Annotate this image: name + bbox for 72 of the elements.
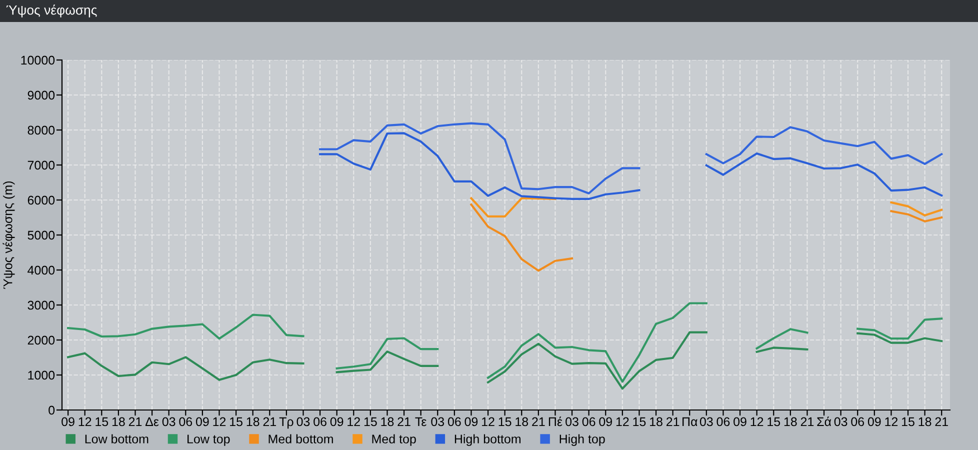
y-tick-label: 2000 xyxy=(28,336,55,345)
x-tick-label: Σά xyxy=(817,416,832,426)
x-tick-label: Πα xyxy=(682,417,698,426)
y-tick-label: 1000 xyxy=(28,370,55,380)
y-axis-title: Ύψος νέφωσης (m) xyxy=(2,181,15,289)
x-tick-label: Δε xyxy=(145,417,159,426)
x-tick-label: 21 xyxy=(128,417,142,426)
x-tick-label: 15 xyxy=(633,417,646,426)
y-tick-label: 7000 xyxy=(28,160,55,170)
x-tick-label: 03 xyxy=(566,417,578,426)
x-tick-label: 12 xyxy=(616,417,629,426)
x-tick-label: 06 xyxy=(448,417,461,426)
x-tick-label: 09 xyxy=(196,417,209,426)
x-tick-label: Πέ xyxy=(548,416,562,426)
x-tick-label: Τε xyxy=(415,417,427,426)
x-tick-label: 09 xyxy=(599,417,612,426)
x-tick-label: 18 xyxy=(784,417,797,426)
x-tick-label: 21 xyxy=(398,417,410,426)
x-tick-label: 15 xyxy=(498,417,512,426)
x-tick-label: 12 xyxy=(348,417,360,426)
legend-label: Low bottom xyxy=(85,434,148,444)
x-tick-label: 18 xyxy=(112,417,125,426)
x-tick-label: 06 xyxy=(179,417,192,426)
x-tick-label: 18 xyxy=(650,417,662,426)
x-tick-label: 18 xyxy=(516,417,528,426)
y-tick-label: 9000 xyxy=(28,90,55,100)
x-tick-label: 18 xyxy=(381,417,394,426)
x-tick-label: 06 xyxy=(851,417,864,426)
y-tick-label: 4000 xyxy=(28,266,55,275)
x-tick-label: 18 xyxy=(246,417,260,426)
x-tick-label: 06 xyxy=(314,417,326,426)
x-tick-label: 09 xyxy=(330,417,344,426)
legend-label: Med top xyxy=(372,434,416,446)
legend-label: High bottom xyxy=(454,434,520,446)
y-tick-label: 10000 xyxy=(21,56,55,65)
x-tick-label: 12 xyxy=(750,417,764,426)
x-tick-label: 18 xyxy=(918,417,932,426)
x-tick-label: 03 xyxy=(700,417,713,426)
x-tick-label: 21 xyxy=(666,417,680,426)
chart-title: Ύψος νέφωσης xyxy=(6,4,97,18)
x-tick-label: 09 xyxy=(464,417,478,426)
x-tick-label: 03 xyxy=(431,417,444,426)
x-tick-label: 03 xyxy=(162,417,176,426)
y-tick-label: 6000 xyxy=(28,196,55,205)
x-tick-label: 09 xyxy=(868,417,881,426)
x-tick-label: 21 xyxy=(935,417,948,426)
x-tick-label: 21 xyxy=(263,417,276,426)
legend-label: High top xyxy=(560,434,605,446)
y-tick-label: 3000 xyxy=(28,300,55,310)
x-tick-label: 15 xyxy=(902,417,914,426)
y-tick-label: 8000 xyxy=(28,126,55,135)
x-tick-label: 15 xyxy=(96,417,108,426)
x-tick-label: 15 xyxy=(768,417,780,426)
x-tick-label: 21 xyxy=(800,417,814,426)
x-tick-label: 21 xyxy=(532,417,545,426)
legend-label: Med bottom xyxy=(268,434,333,444)
x-tick-label: 12 xyxy=(213,417,226,426)
x-tick-label: 15 xyxy=(230,417,242,426)
x-tick-label: 09 xyxy=(734,417,746,426)
x-tick-label: 12 xyxy=(885,417,898,426)
y-tick-label: 0 xyxy=(48,406,55,415)
x-tick-label: Τρ xyxy=(279,417,294,429)
x-tick-label: 06 xyxy=(582,417,596,426)
x-tick-label: 12 xyxy=(482,417,494,426)
legend-label: Low top xyxy=(188,434,230,446)
x-tick-label: 06 xyxy=(716,417,730,426)
x-tick-label: 12 xyxy=(78,417,92,426)
x-tick-label: 03 xyxy=(296,417,310,426)
x-tick-label: 09 xyxy=(62,417,74,426)
x-tick-label: 15 xyxy=(364,417,377,426)
x-tick-label: 03 xyxy=(834,417,848,426)
y-tick-label: 5000 xyxy=(28,230,55,240)
